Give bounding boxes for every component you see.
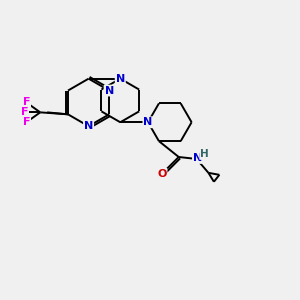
Text: N: N bbox=[84, 121, 93, 131]
Text: N: N bbox=[104, 85, 114, 96]
Text: N: N bbox=[116, 74, 125, 84]
Text: F: F bbox=[22, 98, 30, 107]
Text: F: F bbox=[22, 117, 30, 127]
Text: H: H bbox=[200, 149, 209, 159]
Text: N: N bbox=[143, 117, 153, 127]
Text: F: F bbox=[21, 107, 28, 117]
Text: N: N bbox=[193, 153, 202, 163]
Text: O: O bbox=[157, 169, 167, 179]
